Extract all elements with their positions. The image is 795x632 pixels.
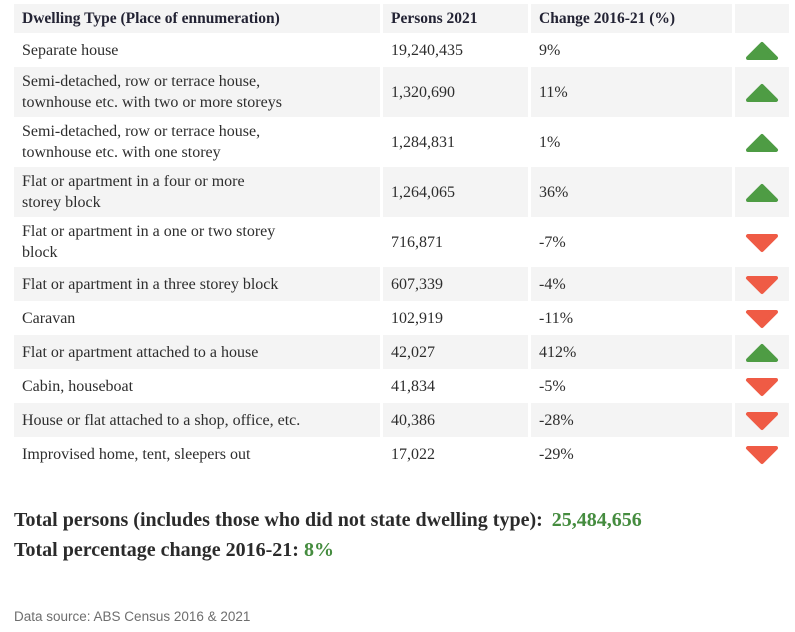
persons-cell: 1,264,065 [383, 167, 528, 217]
change-cell: -5% [539, 377, 566, 395]
dwelling-type-cell: Flat or apartment in a three storey bloc… [14, 267, 380, 301]
dwelling-type-cell: Separate house [22, 41, 119, 59]
header-row: Dwelling Type (Place of ennumeration) Pe… [14, 4, 789, 33]
dwelling-type-cell: Flat or apartment in a one or two storey… [22, 223, 276, 261]
total-change-line: Total percentage change 2016-21: 8% [14, 535, 795, 565]
table-header: Dwelling Type (Place of ennumeration) Pe… [14, 4, 789, 33]
table-row: House or flat attached to a shop, office… [14, 403, 789, 437]
persons-cell: 102,919 [391, 309, 443, 327]
change-cell: -28% [531, 403, 732, 437]
trend-arrow-icon [745, 309, 779, 328]
trend-arrow-icon [745, 343, 779, 362]
persons-cell: 40,386 [383, 403, 528, 437]
dwelling-type-cell: House or flat attached to a shop, office… [14, 403, 380, 437]
dwelling-table: Dwelling Type (Place of ennumeration) Pe… [11, 4, 792, 471]
table-row: Flat or apartment in a one or two storey… [14, 217, 789, 267]
total-persons-label: Total persons (includes those who did no… [14, 509, 548, 531]
dwelling-type-cell: Semi-detached, row or terrace house, tow… [14, 67, 380, 117]
table-row: Improvised home, tent, sleepers out 17,0… [14, 437, 789, 471]
table-row: Flat or apartment in a three storey bloc… [14, 267, 789, 301]
change-cell: 1% [539, 133, 561, 151]
column-header-dwelling-type: Dwelling Type (Place of ennumeration) [14, 4, 380, 33]
total-persons-value: 25,484,656 [551, 509, 642, 531]
persons-cell: 716,871 [391, 233, 443, 251]
total-change-label: Total percentage change 2016-21: [14, 539, 304, 561]
table-row: Semi-detached, row or terrace house, tow… [14, 67, 789, 117]
persons-cell: 42,027 [383, 335, 528, 369]
dwelling-type-cell: Flat or apartment in a four or more stor… [14, 167, 380, 217]
trend-arrow-icon [745, 411, 779, 430]
table-row: Cabin, houseboat 41,834 -5% [14, 369, 789, 403]
change-cell: 9% [539, 41, 561, 59]
trend-arrow-icon [745, 275, 779, 294]
table-row: Semi-detached, row or terrace house, tow… [14, 117, 789, 167]
change-cell: 36% [531, 167, 732, 217]
persons-cell: 19,240,435 [391, 41, 463, 59]
change-cell: -7% [539, 233, 566, 251]
persons-cell: 1,284,831 [391, 133, 455, 151]
persons-cell: 41,834 [391, 377, 435, 395]
column-header-trend [735, 4, 789, 33]
trend-arrow-icon [745, 83, 779, 102]
change-cell: 11% [531, 67, 732, 117]
table-row: Flat or apartment in a four or more stor… [14, 167, 789, 217]
column-header-persons-2021: Persons 2021 [383, 4, 528, 33]
dwelling-type-cell: Improvised home, tent, sleepers out [22, 445, 251, 463]
dwelling-type-cell: Cabin, houseboat [22, 377, 134, 395]
table-row: Caravan 102,919 -11% [14, 301, 789, 335]
trend-arrow-icon [745, 445, 779, 464]
change-cell: -4% [531, 267, 732, 301]
persons-cell: 1,320,690 [383, 67, 528, 117]
totals-block: Total persons (includes those who did no… [14, 505, 795, 565]
dwelling-type-cell: Flat or apartment attached to a house [14, 335, 380, 369]
trend-arrow-icon [745, 183, 779, 202]
data-source-note: Data source: ABS Census 2016 & 2021 [14, 609, 251, 624]
table-row: Separate house 19,240,435 9% [14, 33, 789, 67]
trend-arrow-icon [745, 377, 779, 396]
persons-cell: 17,022 [391, 445, 435, 463]
trend-arrow-icon [745, 233, 779, 252]
total-persons-line: Total persons (includes those who did no… [14, 505, 795, 535]
persons-cell: 607,339 [383, 267, 528, 301]
table-row: Flat or apartment attached to a house 42… [14, 335, 789, 369]
change-cell: 412% [531, 335, 732, 369]
trend-arrow-icon [745, 41, 779, 60]
dwelling-type-cell: Caravan [22, 309, 76, 327]
total-change-value: 8% [303, 539, 334, 561]
dwelling-type-cell: Semi-detached, row or terrace house, tow… [22, 123, 261, 161]
change-cell: -29% [539, 445, 574, 463]
trend-arrow-icon [745, 133, 779, 152]
change-cell: -11% [539, 309, 574, 327]
column-header-change: Change 2016-21 (%) [531, 4, 732, 33]
